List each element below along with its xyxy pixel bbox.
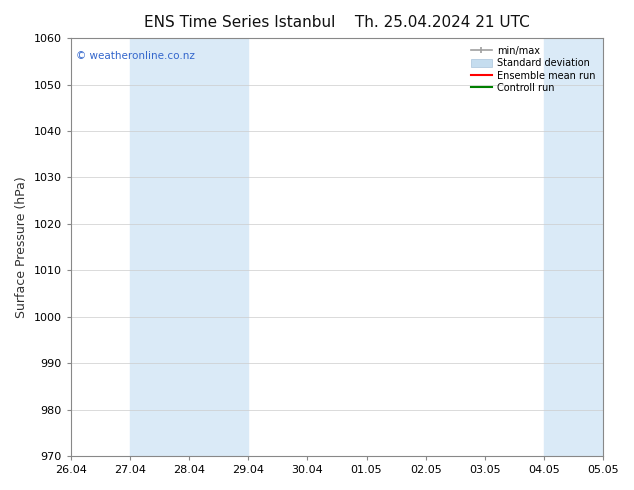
Y-axis label: Surface Pressure (hPa): Surface Pressure (hPa) xyxy=(15,176,28,318)
Title: ENS Time Series Istanbul    Th. 25.04.2024 21 UTC: ENS Time Series Istanbul Th. 25.04.2024 … xyxy=(144,15,530,30)
Bar xyxy=(544,38,633,456)
Text: © weatheronline.co.nz: © weatheronline.co.nz xyxy=(76,50,195,61)
Bar xyxy=(130,38,248,456)
Legend: min/max, Standard deviation, Ensemble mean run, Controll run: min/max, Standard deviation, Ensemble me… xyxy=(468,43,598,96)
